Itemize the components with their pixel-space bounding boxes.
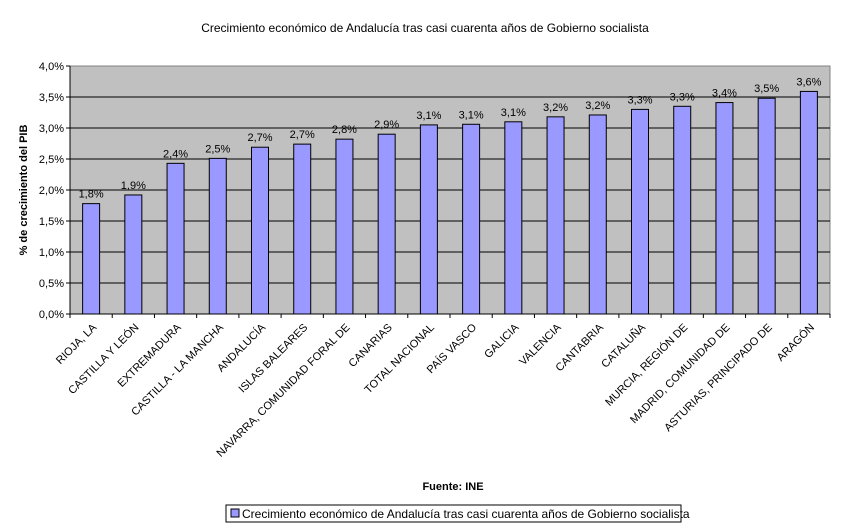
bar: [504, 121, 523, 315]
x-tick-label: RIOJA, LA: [54, 321, 100, 367]
data-label: 1,8%: [79, 189, 104, 201]
gridlines: [70, 96, 830, 284]
y-tick-label: 4,0%: [39, 61, 64, 73]
bar: [82, 203, 101, 315]
x-tick-label: GALICIA: [482, 321, 522, 361]
legend: Crecimiento económico de Andalucía tras …: [225, 504, 690, 523]
y-tick-label: 2,5%: [39, 154, 64, 166]
data-label: 2,4%: [163, 148, 188, 160]
bar: [588, 114, 607, 315]
data-label: 3,1%: [459, 109, 484, 121]
y-tick-label: 0,5%: [39, 278, 64, 290]
legend-label: Crecimiento económico de Andalucía tras …: [242, 507, 690, 521]
y-tick-label: 2,0%: [39, 185, 64, 197]
legend-box: [225, 504, 682, 523]
data-label: 3,2%: [543, 102, 568, 114]
data-label: 2,9%: [374, 119, 399, 131]
y-tick-label: 3,0%: [39, 123, 64, 135]
data-label: 3,2%: [585, 100, 610, 112]
x-tick-label: MURCIA, REGIÓN DE: [602, 321, 690, 409]
bar: [335, 138, 354, 315]
x-tick-label: TOTAL NACIONAL: [363, 322, 437, 396]
bar: [799, 90, 818, 315]
data-label: 3,1%: [416, 110, 441, 122]
y-tick-label: 1,5%: [39, 216, 64, 228]
y-tick-labels: 0,0% 0,5% 1,0% 1,5% 2,0% 2,5% 3,0% 3,5% 4,0%: [39, 61, 70, 321]
data-labels: 1,8% 1,9% 2,4% 2,5% 2,7% 2,7% 2,8% 2,9% 3,1% 3,1%…: [79, 76, 822, 200]
data-label: 3,3%: [670, 91, 695, 103]
chart-title: Crecimiento económico de Andalucía tras …: [201, 21, 649, 35]
data-label: 2,7%: [247, 132, 272, 144]
y-axis-title: % de crecimiento del PIB: [18, 125, 30, 256]
data-label: 2,5%: [205, 143, 230, 155]
bar: [715, 102, 734, 315]
y-tick-label: 3,5%: [39, 92, 64, 104]
data-label: 1,9%: [121, 180, 146, 192]
x-axis-title: Fuente: INE: [422, 481, 483, 493]
bars: [82, 90, 818, 315]
data-label: 3,6%: [796, 76, 821, 88]
bar: [462, 123, 481, 315]
bar: [377, 133, 396, 315]
data-label: 2,7%: [290, 129, 315, 141]
x-tick-label: CASTILLA Y LEÓN: [66, 321, 142, 397]
data-label: 3,5%: [754, 83, 779, 95]
bar: [546, 116, 565, 315]
bar: [673, 105, 692, 315]
data-label: 3,3%: [627, 94, 652, 106]
bar: [124, 194, 143, 315]
bar: [419, 124, 438, 315]
bar: [208, 157, 227, 315]
bar: [293, 143, 312, 315]
bar: [631, 108, 649, 315]
data-label: 3,4%: [712, 88, 737, 100]
bar: [757, 97, 776, 315]
bar: [166, 162, 185, 315]
data-label: 2,8%: [332, 124, 357, 136]
legend-swatch: [230, 508, 240, 518]
x-tick-label: ARAGÓN: [774, 321, 817, 364]
y-tick-label: 1,0%: [39, 247, 64, 259]
bar: [251, 146, 269, 315]
data-label: 3,1%: [501, 107, 526, 119]
y-tick-label: 0,0%: [39, 309, 64, 321]
